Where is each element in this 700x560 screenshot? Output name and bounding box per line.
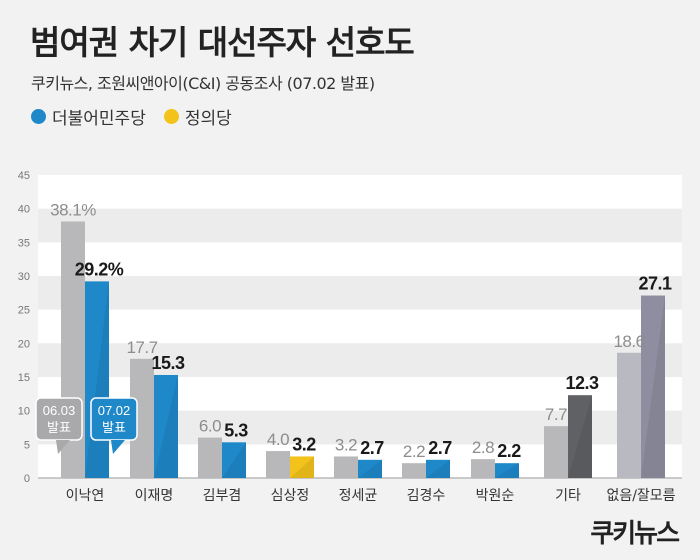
bar-current	[568, 395, 592, 478]
data-label-current: 27.1	[638, 274, 672, 294]
bar-shade	[641, 295, 665, 478]
category-label: 기타	[555, 488, 581, 504]
data-label-previous: 4.0	[267, 430, 289, 449]
y-tick-label: 25	[18, 305, 30, 317]
bar-previous	[334, 456, 358, 478]
bar-previous	[617, 352, 641, 478]
category-label: 이재명	[135, 488, 174, 504]
legend: 더불어민주당 정의당	[31, 104, 232, 129]
data-label-previous: 7.7	[545, 405, 567, 424]
bar-current	[426, 459, 450, 478]
bar-previous	[544, 426, 568, 478]
bar-current	[641, 295, 665, 478]
y-tick-label: 5	[24, 439, 30, 451]
data-label-previous: 17.7	[126, 338, 157, 357]
category-label: 심상정	[271, 488, 310, 504]
callout-date: 06.03	[43, 403, 76, 418]
legend-item-democratic: 더불어민주당	[31, 104, 146, 129]
y-tick-label: 0	[24, 473, 30, 485]
y-tick-label: 40	[18, 204, 30, 216]
data-label-current: 3.2	[292, 434, 316, 454]
category-label: 없음/잘모름	[606, 488, 675, 504]
bar-current	[222, 442, 246, 478]
bar-previous	[471, 459, 495, 478]
legend-label-democratic: 더불어민주당	[52, 109, 146, 129]
bar-shade	[495, 463, 519, 478]
bar-previous	[402, 463, 426, 478]
data-label-previous: 3.2	[335, 435, 357, 454]
data-label-previous: 2.2	[403, 442, 425, 461]
logo: 쿠키뉴스	[590, 519, 680, 549]
category-label: 박원순	[476, 488, 515, 504]
grid-band	[38, 208, 682, 243]
callout-word: 발표	[47, 421, 71, 436]
data-label-previous: 6.0	[199, 417, 221, 436]
y-tick-label: 10	[18, 406, 30, 418]
category-label: 김경수	[407, 488, 446, 504]
y-tick-label: 35	[18, 237, 30, 249]
legend-label-justice: 정의당	[184, 109, 232, 129]
bar-shade	[222, 442, 246, 478]
y-tick-label: 15	[18, 372, 30, 384]
bar-previous	[198, 437, 222, 478]
bar-current	[154, 374, 178, 478]
y-tick-label: 20	[18, 338, 30, 350]
bar-shade	[568, 395, 592, 478]
chart-subtitle: 쿠키뉴스, 조원씨앤아이(C&I) 공동조사 (07.02 발표)	[31, 74, 375, 93]
legend-swatch-justice	[163, 109, 179, 124]
data-label-current: 2.7	[428, 438, 452, 458]
bar-current	[358, 459, 382, 478]
bar-shade	[426, 459, 450, 478]
bar-shade	[154, 374, 178, 478]
data-label-previous: 38.1%	[50, 200, 96, 219]
data-label-current: 29.2%	[75, 259, 124, 279]
bar-current	[85, 281, 109, 478]
callout-word: 발표	[102, 421, 126, 436]
bar-previous	[266, 451, 290, 478]
callout-tail	[111, 440, 125, 454]
data-label-current: 2.2	[497, 441, 521, 461]
chart-title: 범여권 차기 대선주자 선호도	[30, 23, 415, 62]
data-label-previous: 2.8	[472, 438, 494, 457]
callout-tail	[56, 440, 70, 454]
data-label-current: 15.3	[151, 353, 185, 373]
bar-current	[290, 456, 314, 478]
data-label-previous: 18.6	[613, 332, 644, 351]
legend-item-justice: 정의당	[163, 104, 232, 129]
bar-current	[495, 463, 519, 478]
y-tick-label: 45	[18, 170, 30, 182]
callout-date: 07.02	[98, 403, 131, 418]
grid-band	[38, 276, 682, 310]
y-tick-label: 30	[18, 271, 30, 283]
category-label: 이낙연	[66, 488, 105, 504]
bar-shade	[290, 456, 314, 478]
bar-shade	[358, 459, 382, 478]
category-label: 정세균	[339, 488, 378, 504]
data-label-current: 5.3	[224, 420, 248, 440]
data-label-current: 12.3	[565, 373, 599, 393]
legend-swatch-democratic	[31, 109, 46, 124]
data-label-current: 2.7	[360, 438, 384, 458]
category-label: 김부겸	[203, 488, 242, 504]
